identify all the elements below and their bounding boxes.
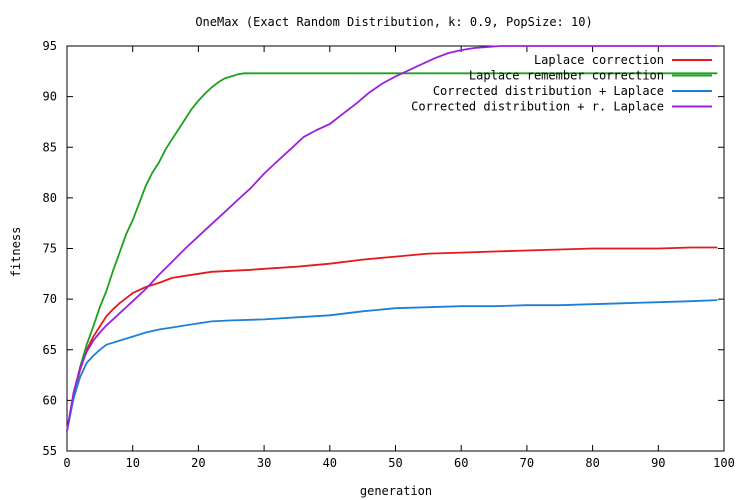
x-tick-label: 80: [585, 456, 599, 470]
x-tick-label: 70: [520, 456, 534, 470]
legend-label: Corrected distribution + r. Laplace: [411, 100, 664, 114]
series-line-4: [66, 45, 718, 431]
y-tick-label: 85: [43, 140, 57, 154]
x-tick-label: 60: [454, 456, 468, 470]
x-axis-label: generation: [360, 484, 432, 498]
y-axis-label: fitness: [9, 227, 23, 278]
chart-title: OneMax (Exact Random Distribution, k: 0.…: [195, 15, 592, 29]
x-tick-label: 40: [323, 456, 337, 470]
y-tick-label: 75: [43, 242, 57, 256]
legend-label: Laplace remember correction: [469, 69, 664, 83]
y-tick-label: 80: [43, 191, 57, 205]
series-line-1: [66, 246, 718, 431]
y-tick-label: 90: [43, 90, 57, 104]
series-line-3: [66, 299, 718, 431]
y-axis-ticks: 55 60 65 70 75 80 85 90 95: [43, 39, 724, 458]
x-tick-label: 10: [125, 456, 139, 470]
y-tick-label: 65: [43, 343, 57, 357]
legend: Laplace correction Laplace remember corre…: [411, 53, 712, 114]
y-tick-label: 60: [43, 393, 57, 407]
x-tick-label: 20: [191, 456, 205, 470]
x-tick-label: 30: [257, 456, 271, 470]
x-tick-label: 50: [388, 456, 402, 470]
series-group: [66, 45, 718, 431]
y-tick-label: 55: [43, 444, 57, 458]
y-tick-label: 95: [43, 39, 57, 53]
y-tick-label: 70: [43, 292, 57, 306]
x-tick-label: 100: [713, 456, 735, 470]
legend-label: Laplace correction: [534, 53, 664, 67]
x-tick-label: 90: [651, 456, 665, 470]
x-tick-label: 0: [63, 456, 70, 470]
legend-label: Corrected distribution + Laplace: [433, 84, 664, 98]
x-axis-ticks: 0 10 20 30 40 50 60 70 80 90 100: [63, 46, 735, 470]
series-line-2: [66, 72, 718, 431]
